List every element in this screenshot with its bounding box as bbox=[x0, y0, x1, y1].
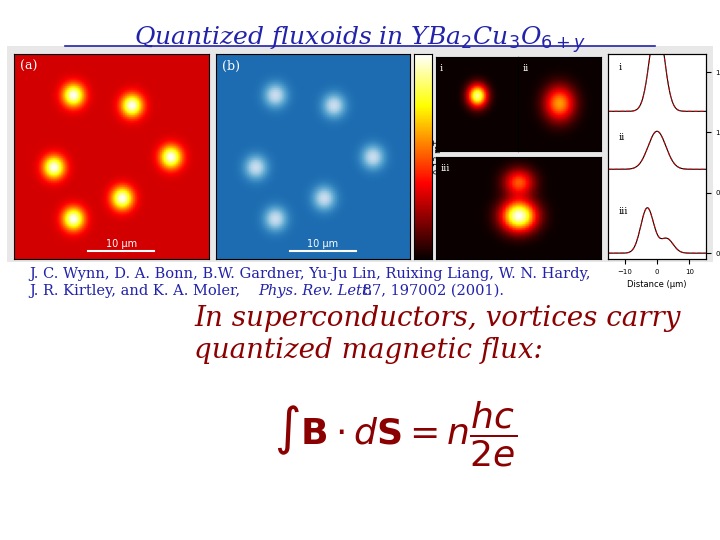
Text: iii: iii bbox=[441, 164, 450, 173]
Text: (a): (a) bbox=[20, 60, 37, 73]
Text: In superconductors, vortices carry: In superconductors, vortices carry bbox=[194, 305, 681, 332]
Text: i: i bbox=[618, 63, 621, 72]
Text: Phys. Rev. Lett.: Phys. Rev. Lett. bbox=[258, 284, 372, 298]
Text: (b): (b) bbox=[222, 60, 240, 73]
Text: 10 μm: 10 μm bbox=[106, 239, 137, 249]
Text: iii: iii bbox=[618, 207, 628, 216]
X-axis label: Distance (μm): Distance (μm) bbox=[627, 280, 687, 289]
Text: quantized magnetic flux:: quantized magnetic flux: bbox=[194, 338, 544, 364]
Text: ii: ii bbox=[618, 133, 624, 142]
Text: ii: ii bbox=[523, 64, 528, 73]
Text: ↓: ↓ bbox=[433, 239, 442, 249]
Text: i: i bbox=[440, 64, 443, 73]
Text: J. C. Wynn, D. A. Bonn, B.W. Gardner, Yu-Ju Lin, Ruixing Liang, W. N. Hardy,: J. C. Wynn, D. A. Bonn, B.W. Gardner, Yu… bbox=[29, 267, 590, 281]
Text: 87, 197002 (2001).: 87, 197002 (2001). bbox=[358, 284, 504, 298]
Text: 10 μm: 10 μm bbox=[307, 239, 338, 249]
Text: ↑: ↑ bbox=[433, 64, 442, 75]
Text: J. R. Kirtley, and K. A. Moler,: J. R. Kirtley, and K. A. Moler, bbox=[29, 284, 245, 298]
Text: 0.13 mT: 0.13 mT bbox=[433, 139, 443, 174]
Text: Quantized fluxoids in YBa$_2$Cu$_3$O$_{6+y}$: Quantized fluxoids in YBa$_2$Cu$_3$O$_{6… bbox=[134, 24, 586, 55]
Text: $\int \mathbf{B} \cdot d\mathbf{S} = n\dfrac{hc}{2e}$: $\int \mathbf{B} \cdot d\mathbf{S} = n\d… bbox=[274, 400, 517, 469]
